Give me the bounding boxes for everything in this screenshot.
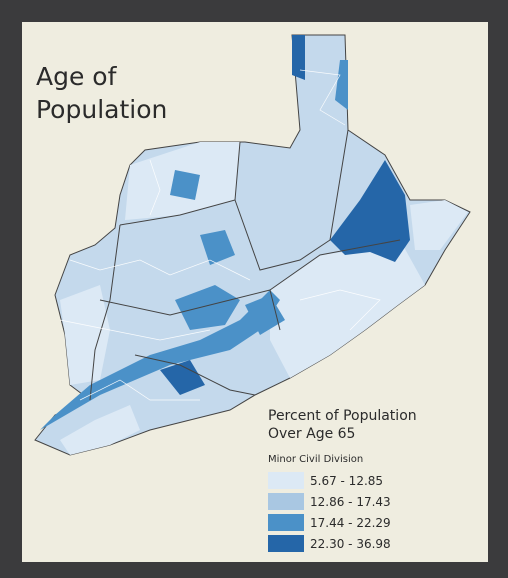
dark-area <box>330 160 410 262</box>
dark-area <box>292 35 305 80</box>
county-line <box>89 224 121 401</box>
division-line <box>299 69 346 126</box>
legend-title: Over Age 65 <box>268 426 355 442</box>
mid-area <box>200 230 235 265</box>
mid-area <box>170 170 200 200</box>
division-line <box>79 379 200 401</box>
division-line <box>59 319 211 341</box>
county-line <box>234 129 349 271</box>
legend-swatch <box>268 514 304 531</box>
mid-area <box>40 290 280 430</box>
legend-swatch <box>268 472 304 489</box>
legend-title: Percent of Population <box>268 408 417 424</box>
map-title: Population <box>36 95 167 124</box>
division-line <box>69 259 251 281</box>
legend-label: 17.44 - 22.29 <box>310 516 391 530</box>
legend-subtitle: Minor Civil Division <box>268 454 363 465</box>
map <box>34 34 471 456</box>
county-line <box>119 141 241 226</box>
county-line <box>134 354 256 396</box>
mid-area <box>175 285 240 330</box>
light-area <box>270 240 425 378</box>
legend-label: 22.30 - 36.98 <box>310 537 391 551</box>
legend: 5.67 - 12.85 12.86 - 17.43 17.44 - 22.29 22… <box>268 472 391 552</box>
light-area <box>60 405 140 455</box>
light-area <box>60 285 110 385</box>
county-line <box>99 289 281 331</box>
mid-area <box>245 295 285 335</box>
county-line <box>269 239 401 291</box>
legend-swatch <box>268 493 304 510</box>
dark-area <box>160 360 205 395</box>
legend-label: 5.67 - 12.85 <box>310 474 383 488</box>
light-area <box>410 200 468 250</box>
legend-label: 12.86 - 17.43 <box>310 495 391 509</box>
mid-area <box>335 60 348 110</box>
legend-swatch <box>268 535 304 552</box>
division-line <box>149 159 161 216</box>
map-title: Age of <box>36 62 118 91</box>
division-line <box>299 289 381 331</box>
